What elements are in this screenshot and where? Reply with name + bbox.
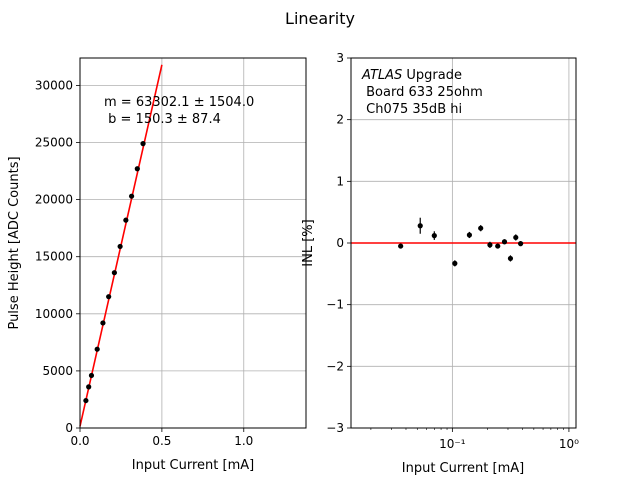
inl-point [513, 234, 519, 241]
pulse-height-point [128, 193, 135, 199]
left-y-tick-label: 20000 [35, 193, 73, 207]
right-y-tick-label: −1 [326, 298, 344, 312]
right-y-tick-label: 3 [336, 51, 344, 65]
left-x-axis-label: Input Current [mA] [132, 458, 254, 473]
left-y-tick-label: 30000 [35, 78, 73, 92]
pulse-height-point [86, 384, 92, 390]
right-y-tick-label: 0 [336, 236, 344, 250]
right-y-tick-label: −3 [326, 421, 344, 435]
left-y-tick-label: 0 [65, 421, 73, 435]
right-data-points [398, 217, 524, 267]
right-x-tick-label: 10⁻¹ [439, 437, 466, 451]
right-x-tick-label: 10⁰ [559, 437, 579, 451]
left-y-axis-label: Pulse Height [ADC Counts] [7, 156, 22, 329]
pulse-height-point [94, 346, 100, 352]
left-x-tick-label: 0.5 [152, 434, 171, 448]
atlas-word: ATLAS [361, 68, 402, 83]
figure-title: Linearity [285, 9, 355, 28]
left-y-tick-label: 25000 [35, 136, 73, 150]
fit-intercept-annotation: b = 150.3 ± 87.4 [104, 112, 221, 127]
pulse-height-panel: 0.0 0.5 1.0050001000015000200002500030000 … [7, 57, 307, 473]
inl-panel: 10⁻¹ 10⁰ −3 −2 −1 0 1 2 3 ATLAS Upgrade Board 63… [301, 51, 579, 476]
pulse-height-point [83, 397, 89, 404]
right-y-tick-label: 2 [336, 113, 344, 127]
inl-point [495, 243, 501, 249]
inl-point [431, 233, 437, 239]
left-y-tick-label: 10000 [35, 307, 73, 321]
pulse-height-point [111, 270, 117, 276]
pulse-height-point [134, 166, 140, 172]
left-y-tick-label: 5000 [42, 364, 73, 378]
left-y-tick-label: 15000 [35, 250, 73, 264]
inl-point [452, 260, 458, 266]
pulse-height-point [140, 141, 146, 147]
right-x-axis-label: Input Current [mA] [402, 461, 524, 476]
inl-point [417, 223, 423, 229]
atlas-upgrade-label: ATLAS Upgrade [361, 68, 462, 83]
left-axes-frame [79, 57, 307, 429]
fit-slope-annotation: m = 63302.1 ± 1504.0 [104, 95, 254, 110]
inl-point [501, 239, 508, 245]
inl-point [466, 232, 472, 238]
left-x-tick-label: 0.0 [70, 434, 89, 448]
channel-label: Ch075 35dB hi [362, 102, 462, 117]
right-y-tick-label: −2 [326, 359, 344, 373]
left-ticks: 0.0 0.5 1.0 0 5000 10000 15000 20000 25000 30000 [35, 78, 254, 448]
inl-point [487, 242, 493, 248]
upgrade-word: Upgrade [402, 68, 462, 83]
pulse-height-point [100, 320, 106, 326]
right-y-axis-label: INL [%] [301, 219, 316, 266]
pulse-height-point [106, 294, 112, 300]
right-y-tick-label: 1 [336, 174, 344, 188]
pulse-height-point [88, 372, 95, 379]
pulse-height-point [117, 243, 123, 250]
left-x-tick-label: 1.0 [234, 434, 253, 448]
inl-point [507, 255, 514, 262]
inl-point [518, 241, 524, 247]
inl-point [398, 243, 404, 249]
board-label: Board 633 25ohm [362, 85, 483, 100]
left-data-points [83, 141, 146, 404]
inl-point [478, 225, 484, 231]
right-ticks: 10⁻¹ 10⁰ −3 −2 −1 0 1 2 3 [326, 51, 579, 451]
pulse-height-point [123, 217, 129, 223]
